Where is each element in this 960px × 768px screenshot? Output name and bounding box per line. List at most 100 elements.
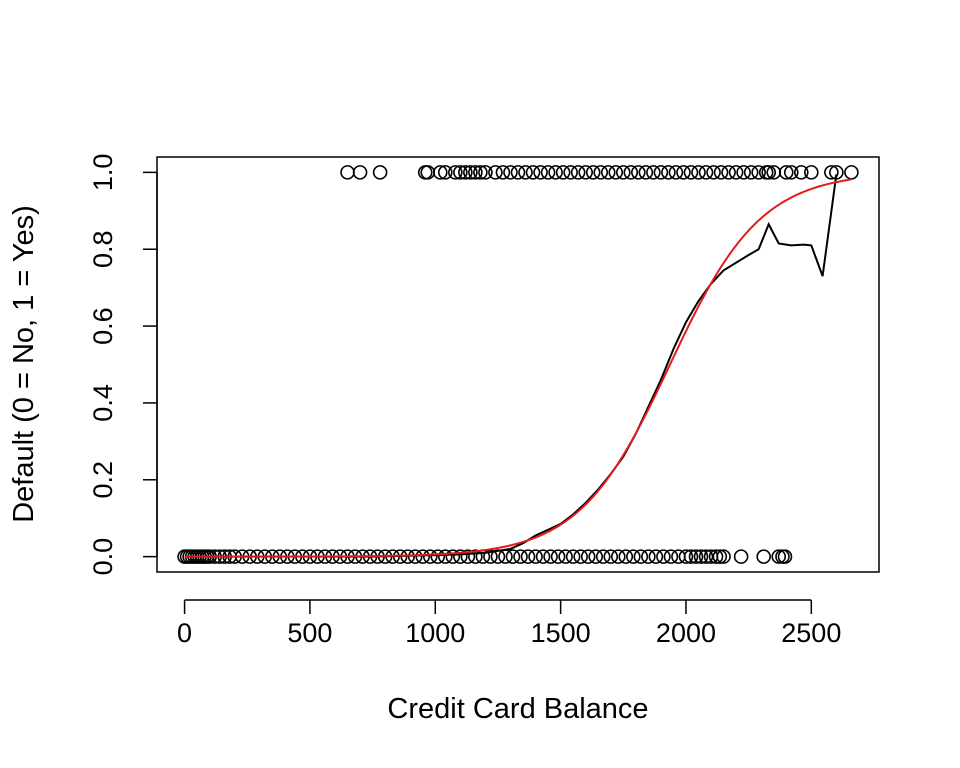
points-layer (177, 165, 859, 564)
data-point (608, 165, 624, 180)
x-tick-label: 0 (177, 618, 192, 648)
data-point (638, 165, 654, 180)
data-point (573, 549, 588, 564)
data-point (460, 549, 476, 564)
data-point (631, 165, 646, 180)
data-point (708, 549, 724, 564)
x-tick-label: 1500 (531, 618, 591, 648)
data-point (626, 549, 641, 564)
data-point (588, 549, 604, 564)
data-point (693, 549, 709, 564)
x-tick-label: 1000 (405, 618, 465, 648)
data-point (771, 549, 787, 564)
data-point (671, 549, 686, 564)
data-point (565, 549, 581, 564)
data-point (713, 165, 729, 180)
data-point (528, 549, 543, 564)
data-point (518, 165, 533, 180)
data-point (415, 549, 431, 564)
data-point (535, 549, 551, 564)
data-point (445, 549, 461, 564)
data-point (603, 549, 619, 564)
data-point (648, 549, 664, 564)
data-point (706, 165, 721, 180)
data-point (563, 165, 578, 180)
data-point (595, 549, 611, 564)
plot-frame (156, 156, 880, 573)
data-point (804, 165, 819, 180)
data-point (432, 165, 448, 180)
data-point (437, 549, 453, 564)
data-point (783, 165, 799, 180)
empirical-proportion-line (184, 174, 838, 558)
data-point (663, 549, 679, 564)
data-point (678, 549, 694, 564)
y-tick-label: 0.6 (88, 307, 118, 345)
data-point (756, 549, 771, 564)
data-point (778, 165, 794, 180)
data-point (340, 165, 355, 180)
data-point (580, 549, 596, 564)
data-point (498, 549, 513, 564)
y-tick-label: 1.0 (88, 154, 118, 192)
lines-layer (184, 174, 852, 558)
data-point (691, 165, 706, 180)
y-tick-label: 0.8 (88, 230, 118, 268)
data-point (488, 165, 503, 180)
data-point (558, 549, 573, 564)
data-point (683, 165, 699, 180)
data-point (618, 549, 634, 564)
data-point (633, 549, 649, 564)
data-point (610, 549, 626, 564)
data-point (641, 549, 656, 564)
data-point (548, 165, 563, 180)
data-point (698, 165, 714, 180)
x-tick-label: 2500 (781, 618, 841, 648)
data-point (615, 165, 631, 180)
data-point (721, 165, 736, 180)
data-point (728, 165, 744, 180)
data-point (668, 165, 684, 180)
y-tick-label: 0.0 (88, 538, 118, 576)
data-point (761, 165, 776, 180)
data-point (448, 165, 463, 180)
data-point (510, 165, 526, 180)
data-point (437, 165, 453, 180)
data-point (578, 165, 593, 180)
x-axis-title: Credit Card Balance (387, 693, 648, 725)
data-point (520, 549, 536, 564)
data-point (473, 165, 488, 180)
y-tick-label: 0.2 (88, 461, 118, 499)
data-point (525, 165, 541, 180)
data-point (570, 165, 586, 180)
data-point (478, 165, 493, 180)
data-point (824, 165, 839, 180)
data-point (676, 165, 691, 180)
y-tick-label: 0.4 (88, 384, 118, 422)
data-point (458, 165, 473, 180)
data-point (555, 165, 571, 180)
y-axis-title: Default (0 = No, 1 = Yes) (8, 205, 40, 523)
data-point (430, 549, 446, 564)
data-point (736, 165, 751, 180)
data-point (533, 165, 548, 180)
data-point (777, 549, 793, 564)
data-point (646, 165, 661, 180)
y-axis: 0.0 0.2 0.4 0.6 0.8 1.0 (88, 154, 158, 576)
data-point (793, 165, 809, 180)
x-tick-label: 2000 (656, 618, 716, 648)
data-point (712, 549, 728, 564)
data-point (352, 165, 368, 180)
logistic-fit-curve (184, 178, 852, 558)
data-point (585, 165, 601, 180)
data-point (468, 549, 483, 564)
data-point (503, 165, 518, 180)
data-point (623, 165, 639, 180)
data-point (495, 165, 511, 180)
data-point (683, 549, 699, 564)
data-point (751, 165, 766, 180)
data-point (688, 549, 704, 564)
data-point (372, 165, 388, 180)
